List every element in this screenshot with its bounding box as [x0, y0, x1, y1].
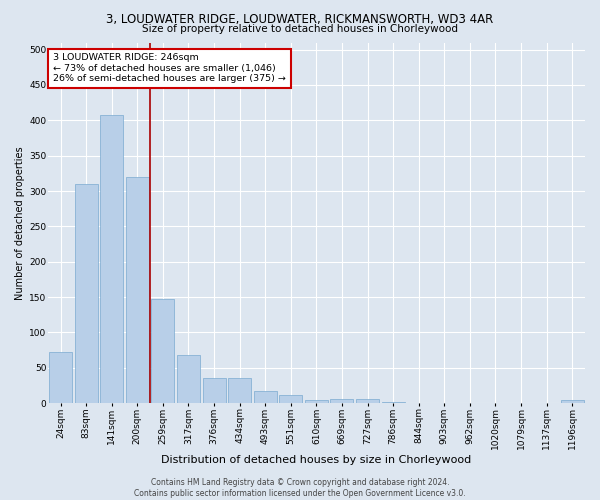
- Bar: [228, 378, 251, 403]
- Bar: [74, 184, 98, 403]
- Bar: [254, 391, 277, 403]
- Y-axis label: Number of detached properties: Number of detached properties: [15, 146, 25, 300]
- Text: 3, LOUDWATER RIDGE, LOUDWATER, RICKMANSWORTH, WD3 4AR: 3, LOUDWATER RIDGE, LOUDWATER, RICKMANSW…: [106, 12, 494, 26]
- Bar: [356, 399, 379, 403]
- Bar: [177, 355, 200, 403]
- Bar: [126, 177, 149, 403]
- Bar: [560, 400, 584, 403]
- Bar: [331, 399, 353, 403]
- Bar: [382, 402, 404, 403]
- Bar: [280, 396, 302, 403]
- Text: Size of property relative to detached houses in Chorleywood: Size of property relative to detached ho…: [142, 24, 458, 34]
- Bar: [151, 299, 175, 403]
- Text: Contains HM Land Registry data © Crown copyright and database right 2024.
Contai: Contains HM Land Registry data © Crown c…: [134, 478, 466, 498]
- X-axis label: Distribution of detached houses by size in Chorleywood: Distribution of detached houses by size …: [161, 455, 472, 465]
- Bar: [100, 114, 123, 403]
- Bar: [203, 378, 226, 403]
- Text: 3 LOUDWATER RIDGE: 246sqm
← 73% of detached houses are smaller (1,046)
26% of se: 3 LOUDWATER RIDGE: 246sqm ← 73% of detac…: [53, 54, 286, 83]
- Bar: [49, 352, 72, 403]
- Bar: [305, 400, 328, 403]
